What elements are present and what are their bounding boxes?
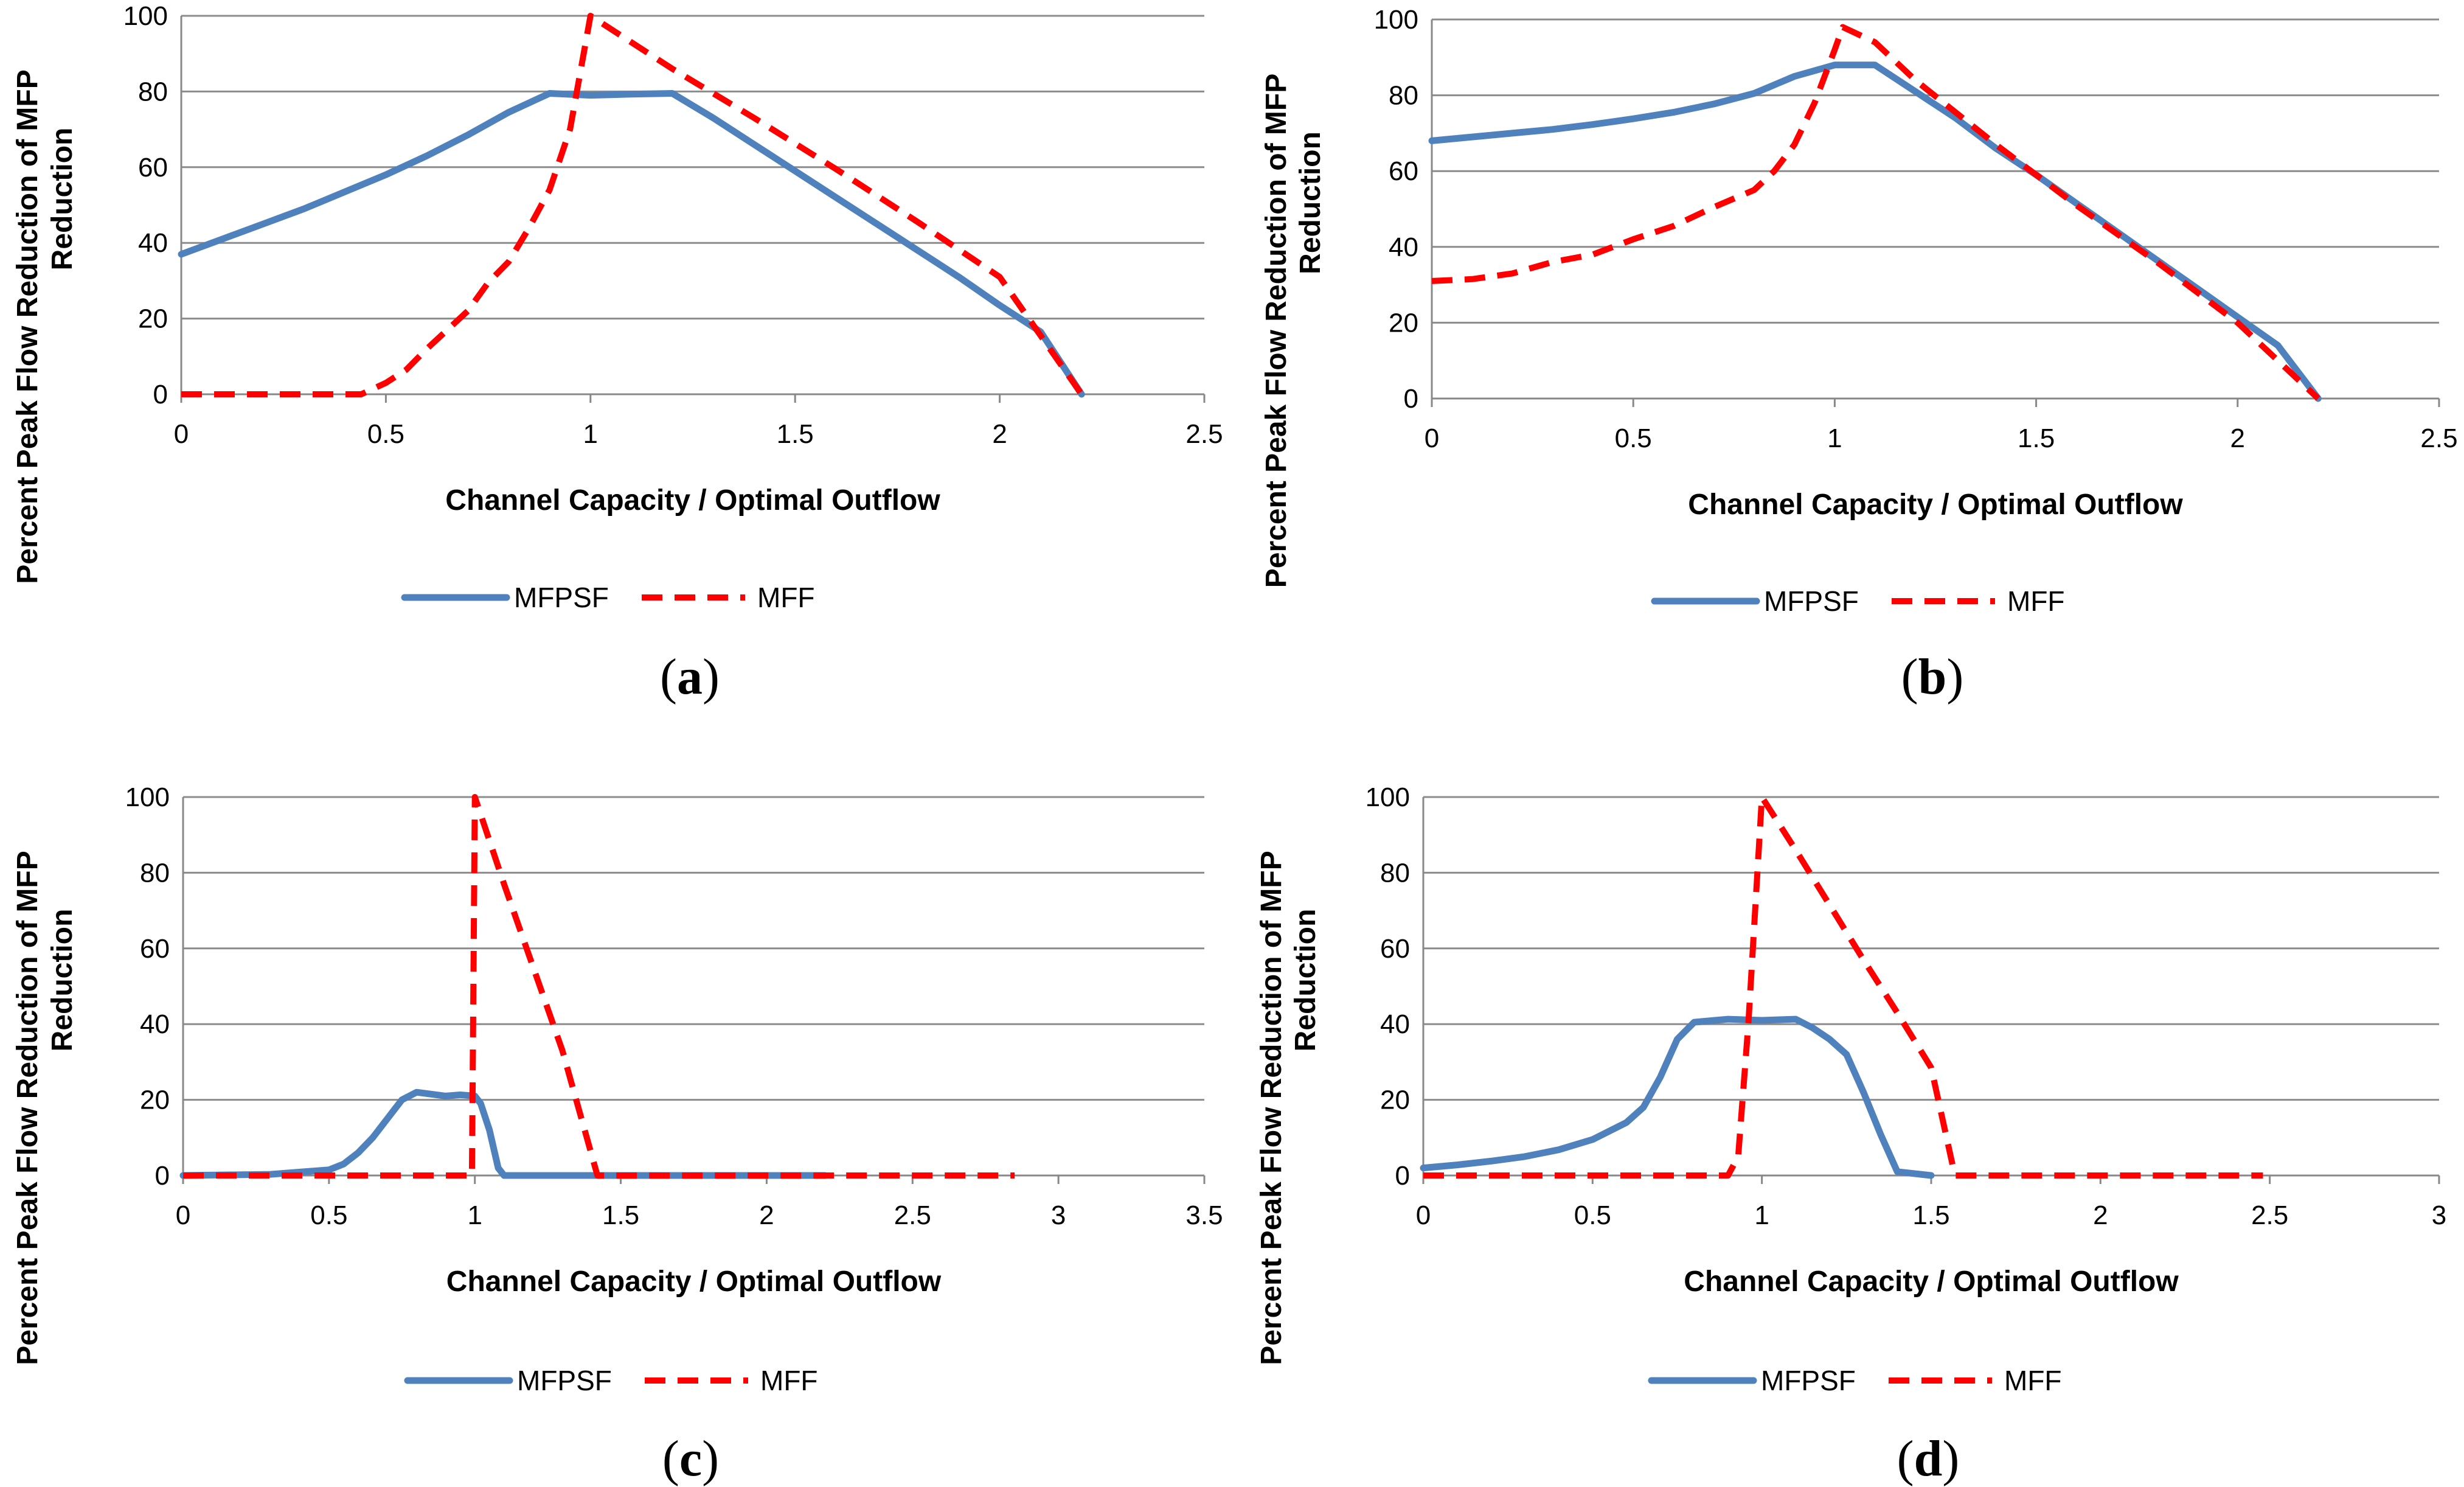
x-tick-label: 1.5	[2018, 423, 2055, 453]
y-tick-label: 60	[1380, 934, 1410, 964]
x-tick-label: 2	[992, 419, 1007, 449]
series-line-mfpsf	[179, 1088, 828, 1179]
y-tick-label: 100	[125, 782, 170, 812]
x-tick-label: 0.5	[1615, 423, 1652, 453]
chart-panel-a: 0 20 40 60 80 100 0 0.5 1 1.5 2 2.5 Channel Capacity…	[12, 1, 1223, 705]
x-axis-title: Channel Capacity / Optimal Outflow	[446, 1266, 942, 1298]
x-tick-label: 2.5	[1185, 419, 1223, 449]
y-tick-label: 0	[1404, 384, 1418, 414]
x-tick-label: 2	[2230, 423, 2245, 453]
y-tick-label: 20	[140, 1085, 170, 1115]
y-tick-label: 40	[1389, 232, 1418, 262]
x-tick-label: 0	[176, 1200, 190, 1230]
y-axis-title-line-1: Percent Peak Flow Reduction of MFP	[1260, 74, 1293, 588]
legend: MFPSF MFF	[401, 582, 815, 613]
y-tick-label: 40	[1380, 1009, 1410, 1039]
legend-label-mfpsf: MFPSF	[514, 582, 609, 613]
chart-panel-c: 0 20 40 60 80 100 0 0.5 1 1.5 2 2.5 3 3.5 Channel Capa…	[12, 782, 1223, 1487]
y-tick-label: 60	[138, 153, 168, 183]
y-axis-title-line-2: Reduction	[1294, 131, 1327, 274]
x-tick-label: 1.5	[1912, 1200, 1949, 1230]
x-tick-label: 0.5	[310, 1200, 347, 1230]
x-tick-label: 1	[1827, 423, 1842, 453]
panel-label: (a)	[660, 649, 720, 705]
chart-panel-b: 0 20 40 60 80 100 0 0.5 1 1.5 2 2.5 Channel Capacity…	[1260, 5, 2458, 705]
x-tick-label: 0	[1425, 423, 1439, 453]
panel-label: (b)	[1901, 649, 1964, 705]
legend: MFPSF MFF	[1648, 1365, 2062, 1396]
y-tick-label: 100	[123, 1, 168, 31]
y-tick-label: 60	[140, 934, 170, 964]
x-tick-label: 1	[467, 1200, 482, 1230]
x-tick-label: 1.5	[602, 1200, 639, 1230]
x-tick-label: 3.5	[1185, 1200, 1223, 1230]
legend-label-mff: MFF	[757, 582, 815, 613]
series-line-mff	[1423, 794, 2263, 1179]
y-tick-label: 80	[1389, 81, 1418, 111]
legend-label-mff: MFF	[760, 1365, 818, 1396]
panel-label: (c)	[662, 1430, 719, 1487]
legend-label-mfpsf: MFPSF	[1764, 585, 1859, 617]
series-line-mfpsf	[1428, 61, 2322, 402]
y-tick-label: 80	[138, 77, 168, 106]
x-tick-label: 0.5	[1574, 1200, 1611, 1230]
y-axis-title-line-1: Percent Peak Flow Reduction of MFP	[12, 851, 44, 1365]
legend-label-mfpsf: MFPSF	[517, 1365, 612, 1396]
x-tick-label: 2.5	[894, 1200, 931, 1230]
y-tick-label: 0	[1395, 1161, 1410, 1191]
y-tick-label: 40	[138, 228, 168, 258]
x-axis-title: Channel Capacity / Optimal Outflow	[1688, 489, 2183, 521]
y-tick-label: 100	[1366, 782, 1410, 812]
x-tick-label: 0	[1416, 1200, 1431, 1230]
legend-label-mfpsf: MFPSF	[1761, 1365, 1856, 1396]
x-tick-label: 2.5	[2420, 423, 2457, 453]
y-tick-label: 20	[138, 304, 168, 334]
legend-label-mff: MFF	[2007, 585, 2065, 617]
x-tick-label: 2	[759, 1200, 774, 1230]
y-axis-title-line-1: Percent Peak Flow Reduction of MFP	[1255, 851, 1288, 1365]
y-tick-label: 100	[1374, 5, 1418, 35]
x-tick-label: 3	[2432, 1200, 2446, 1230]
series-line-mfpsf	[178, 90, 1085, 398]
y-axis-title-line-2: Reduction	[46, 128, 78, 271]
y-tick-label: 0	[155, 1161, 170, 1191]
x-axis-title: Channel Capacity / Optimal Outflow	[445, 484, 940, 517]
legend-label-mff: MFF	[2004, 1365, 2062, 1396]
y-axis-title-line-2: Reduction	[1289, 909, 1322, 1052]
x-tick-label: 1	[1754, 1200, 1769, 1230]
y-tick-label: 60	[1389, 156, 1418, 186]
legend: MFPSF MFF	[404, 1365, 818, 1396]
y-axis-title-line-1: Percent Peak Flow Reduction of MFP	[12, 69, 44, 583]
x-tick-label: 3	[1051, 1200, 1066, 1230]
x-axis-title: Channel Capacity / Optimal Outflow	[1684, 1266, 2179, 1298]
y-tick-label: 20	[1380, 1085, 1410, 1115]
x-tick-label: 0	[174, 419, 189, 449]
panel-label: (d)	[1897, 1430, 1960, 1487]
series-line-mff	[1431, 24, 2320, 401]
y-tick-label: 80	[1380, 858, 1410, 888]
y-tick-label: 40	[140, 1009, 170, 1039]
x-tick-label: 0.5	[367, 419, 404, 449]
series-line-mff	[181, 13, 1085, 397]
y-axis-title-line-2: Reduction	[46, 909, 78, 1052]
series-line-mfpsf	[1420, 1015, 1935, 1179]
x-tick-label: 1	[583, 419, 598, 449]
legend: MFPSF MFF	[1651, 585, 2065, 617]
x-tick-label: 2.5	[2251, 1200, 2288, 1230]
x-tick-label: 2	[2093, 1200, 2108, 1230]
chart-panel-d: 0 20 40 60 80 100 0 0.5 1 1.5 2 2.5 3 Channel Capacit…	[1255, 782, 2446, 1487]
y-tick-label: 0	[153, 380, 168, 409]
y-tick-label: 20	[1389, 308, 1418, 338]
series-line-mff	[183, 794, 1015, 1179]
y-tick-label: 80	[140, 858, 170, 888]
x-tick-label: 1.5	[777, 419, 814, 449]
